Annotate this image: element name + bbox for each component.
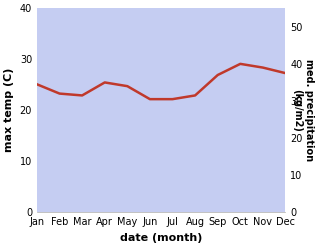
Y-axis label: med. precipitation
(kg/m2): med. precipitation (kg/m2) bbox=[292, 59, 314, 161]
X-axis label: date (month): date (month) bbox=[120, 233, 203, 243]
Y-axis label: max temp (C): max temp (C) bbox=[4, 68, 14, 152]
